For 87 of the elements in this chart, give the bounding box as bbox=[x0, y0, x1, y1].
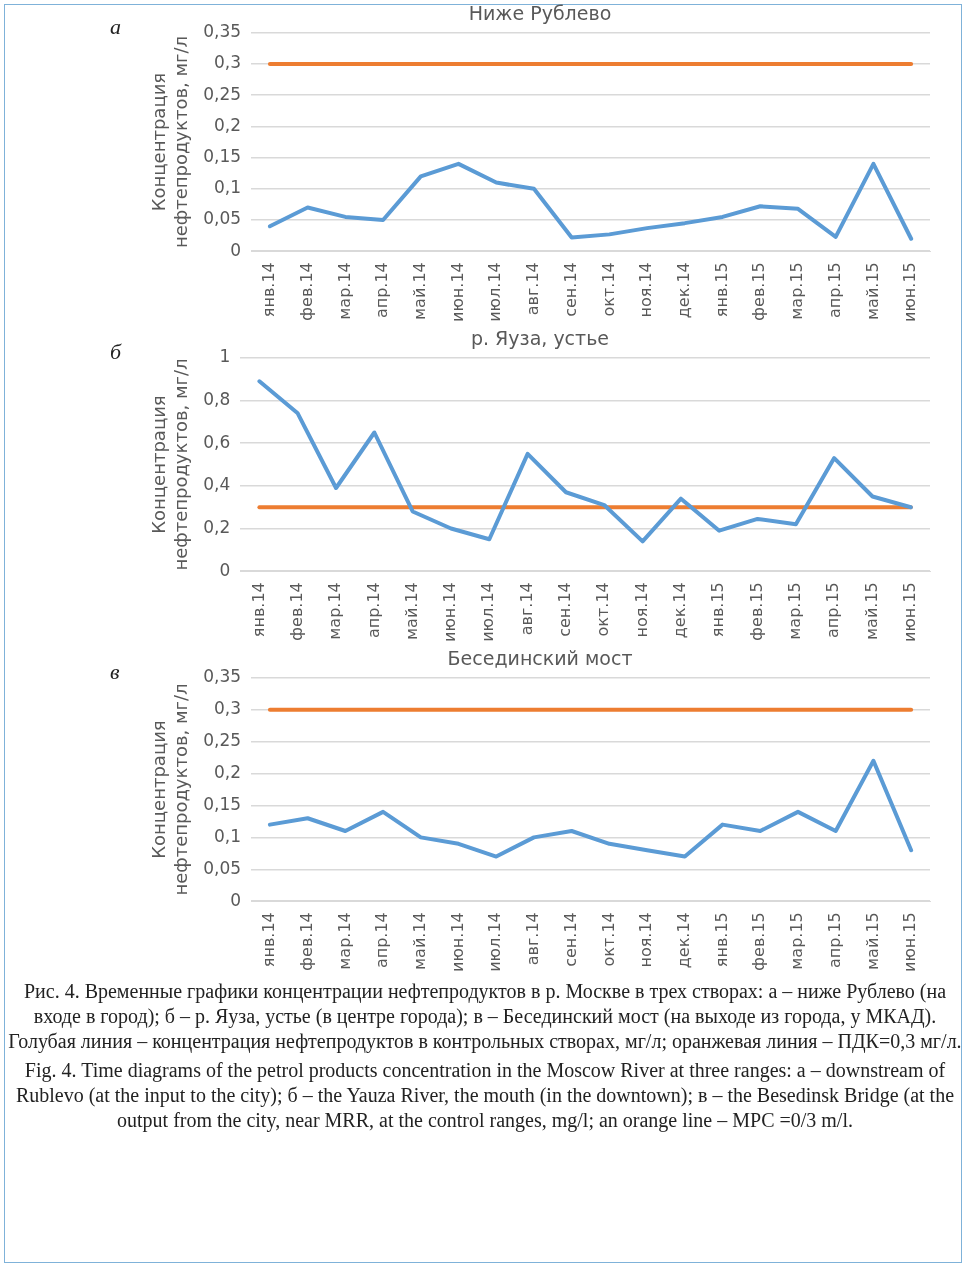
x-tick-label: апр.14 bbox=[372, 262, 392, 319]
x-tick-label: июл.14 bbox=[485, 912, 505, 972]
x-tick-label: янв.15 bbox=[708, 582, 728, 638]
x-tick-label: май.14 bbox=[409, 262, 429, 320]
x-tick-label: сен.14 bbox=[560, 262, 580, 317]
y-tick-label: 0,05 bbox=[203, 208, 242, 229]
y-axis-title: Концентрация нефтепродуктов, мг/л bbox=[148, 35, 192, 249]
x-tick-label: фев.14 bbox=[296, 262, 316, 321]
y-axis-title: Концентрация нефтепродуктов, мг/л bbox=[148, 683, 192, 896]
x-tick-label: фев.15 bbox=[746, 582, 766, 641]
text: а bbox=[110, 14, 121, 40]
x-tick-label: мар.15 bbox=[787, 912, 807, 970]
y-tick-label: 0,15 bbox=[203, 793, 242, 814]
x-tick-label: мар.15 bbox=[785, 582, 805, 640]
y-tick-label: 0,25 bbox=[203, 83, 242, 104]
y-tick-label: 0 bbox=[230, 239, 242, 260]
x-tick-label: сен.14 bbox=[560, 912, 580, 967]
x-tick-label: янв.15 bbox=[711, 262, 731, 318]
text: в bbox=[110, 659, 120, 685]
y-tick-label: 1 bbox=[219, 346, 231, 367]
x-tick-label: июн.14 bbox=[440, 582, 460, 643]
x-tick-label: апр.15 bbox=[824, 912, 844, 969]
x-tick-label: мар.14 bbox=[334, 262, 354, 320]
y-tick-label: 0,1 bbox=[214, 825, 242, 846]
x-tick-label: июн.14 bbox=[447, 912, 467, 973]
x-tick-label: янв.14 bbox=[259, 912, 279, 968]
y-axis-title: Концентрация нефтепродуктов, мг/л bbox=[148, 358, 192, 571]
y-tick-label: 0,05 bbox=[203, 857, 242, 878]
x-tick-label: май.15 bbox=[862, 262, 882, 320]
x-tick-label: апр.15 bbox=[824, 262, 844, 319]
x-tick-label: май.15 bbox=[861, 582, 881, 640]
x-tick-label: окт.14 bbox=[598, 262, 618, 317]
x-tick-label: ноя.14 bbox=[631, 582, 651, 638]
x-tick-label: июл.14 bbox=[478, 582, 498, 642]
x-tick-label: фев.14 bbox=[286, 582, 306, 641]
x-tick-label: ноя.14 bbox=[636, 912, 656, 968]
chart-title: р. Яуза, устье bbox=[470, 327, 610, 350]
y-tick-label: 0,3 bbox=[214, 698, 242, 719]
x-tick-label: авг.14 bbox=[523, 262, 543, 316]
y-tick-label: 0 bbox=[219, 559, 231, 580]
x-tick-label: фев.15 bbox=[749, 912, 769, 971]
x-tick-label: янв.14 bbox=[248, 582, 268, 638]
y-tick-label: 0,2 bbox=[214, 114, 242, 135]
y-tick-label: 0,2 bbox=[203, 516, 231, 537]
text: б bbox=[110, 339, 122, 365]
x-tick-label: мар.15 bbox=[787, 262, 807, 320]
y-tick-label: 0,35 bbox=[203, 21, 242, 42]
x-tick-label: авг.14 bbox=[523, 912, 543, 966]
x-tick-label: июн.14 bbox=[447, 262, 467, 323]
x-tick-label: ноя.14 bbox=[636, 262, 656, 318]
x-tick-label: дек.14 bbox=[673, 912, 693, 969]
x-tick-label: апр.14 bbox=[372, 912, 392, 969]
x-tick-label: янв.14 bbox=[259, 262, 279, 318]
x-tick-label: май.14 bbox=[409, 912, 429, 970]
x-tick-label: сен.14 bbox=[555, 582, 575, 637]
y-tick-label: 0,6 bbox=[203, 431, 231, 452]
x-tick-label: июн.15 bbox=[900, 582, 919, 643]
y-tick-label: 0,4 bbox=[203, 474, 231, 495]
text: Рис. 4. Временные графики концентрации нефтепродуктов в р. Москве в трех створах: а – ниже Рублево (на входе в город); б – р. Яуза, устье (в центре города); в – Бесединский мост (на выходе из города, у МКАД). Голубая линия – концентрация нефтепродуктов в контрольных створах, мг/л; оранжевая линия – ПДК=0,3 мг/л. bbox=[7, 979, 963, 1054]
x-tick-label: апр.14 bbox=[363, 582, 383, 639]
x-tick-label: авг.14 bbox=[516, 582, 536, 636]
x-tick-label: фев.14 bbox=[296, 912, 316, 971]
y-tick-label: 0,1 bbox=[214, 177, 242, 198]
y-tick-label: 0,3 bbox=[214, 52, 242, 73]
chart-title: Ниже Рублево bbox=[468, 2, 612, 25]
y-tick-label: 0,8 bbox=[203, 388, 231, 409]
x-tick-label: май.14 bbox=[401, 582, 421, 640]
x-tick-label: мар.14 bbox=[325, 582, 345, 640]
x-tick-label: окт.14 bbox=[593, 582, 613, 637]
x-tick-label: апр.15 bbox=[823, 582, 843, 639]
x-tick-label: фев.15 bbox=[749, 262, 769, 321]
x-tick-label: мар.14 bbox=[334, 912, 354, 970]
x-tick-label: июн.15 bbox=[900, 262, 920, 323]
y-tick-label: 0,2 bbox=[214, 761, 242, 782]
x-tick-label: окт.14 bbox=[598, 912, 618, 967]
x-tick-label: июн.15 bbox=[900, 912, 920, 973]
y-tick-label: 0,35 bbox=[203, 666, 242, 687]
x-tick-label: май.15 bbox=[862, 912, 882, 970]
x-tick-label: янв.15 bbox=[711, 912, 731, 968]
x-tick-label: дек.14 bbox=[673, 262, 693, 319]
chart-title: Бесединский мост bbox=[447, 647, 633, 670]
y-tick-label: 0,25 bbox=[203, 730, 242, 751]
y-tick-label: 0 bbox=[230, 889, 242, 910]
caption: Fig. 4. Time diagrams of the petrol products concentration in the Moscow River at three ranges: а – downstream of Rublevo (at the input to the city); б – the Yauza River, the mouth (in the downtown); в – the Besedinsk Bridge (at the output from the city, near MRR, at the control ranges, mg/l; an orange line – MPC =0/3 m/l. bbox=[14, 1058, 956, 1133]
x-tick-label: дек.14 bbox=[670, 582, 690, 639]
x-tick-label: июл.14 bbox=[485, 262, 505, 322]
y-tick-label: 0,15 bbox=[203, 146, 242, 167]
